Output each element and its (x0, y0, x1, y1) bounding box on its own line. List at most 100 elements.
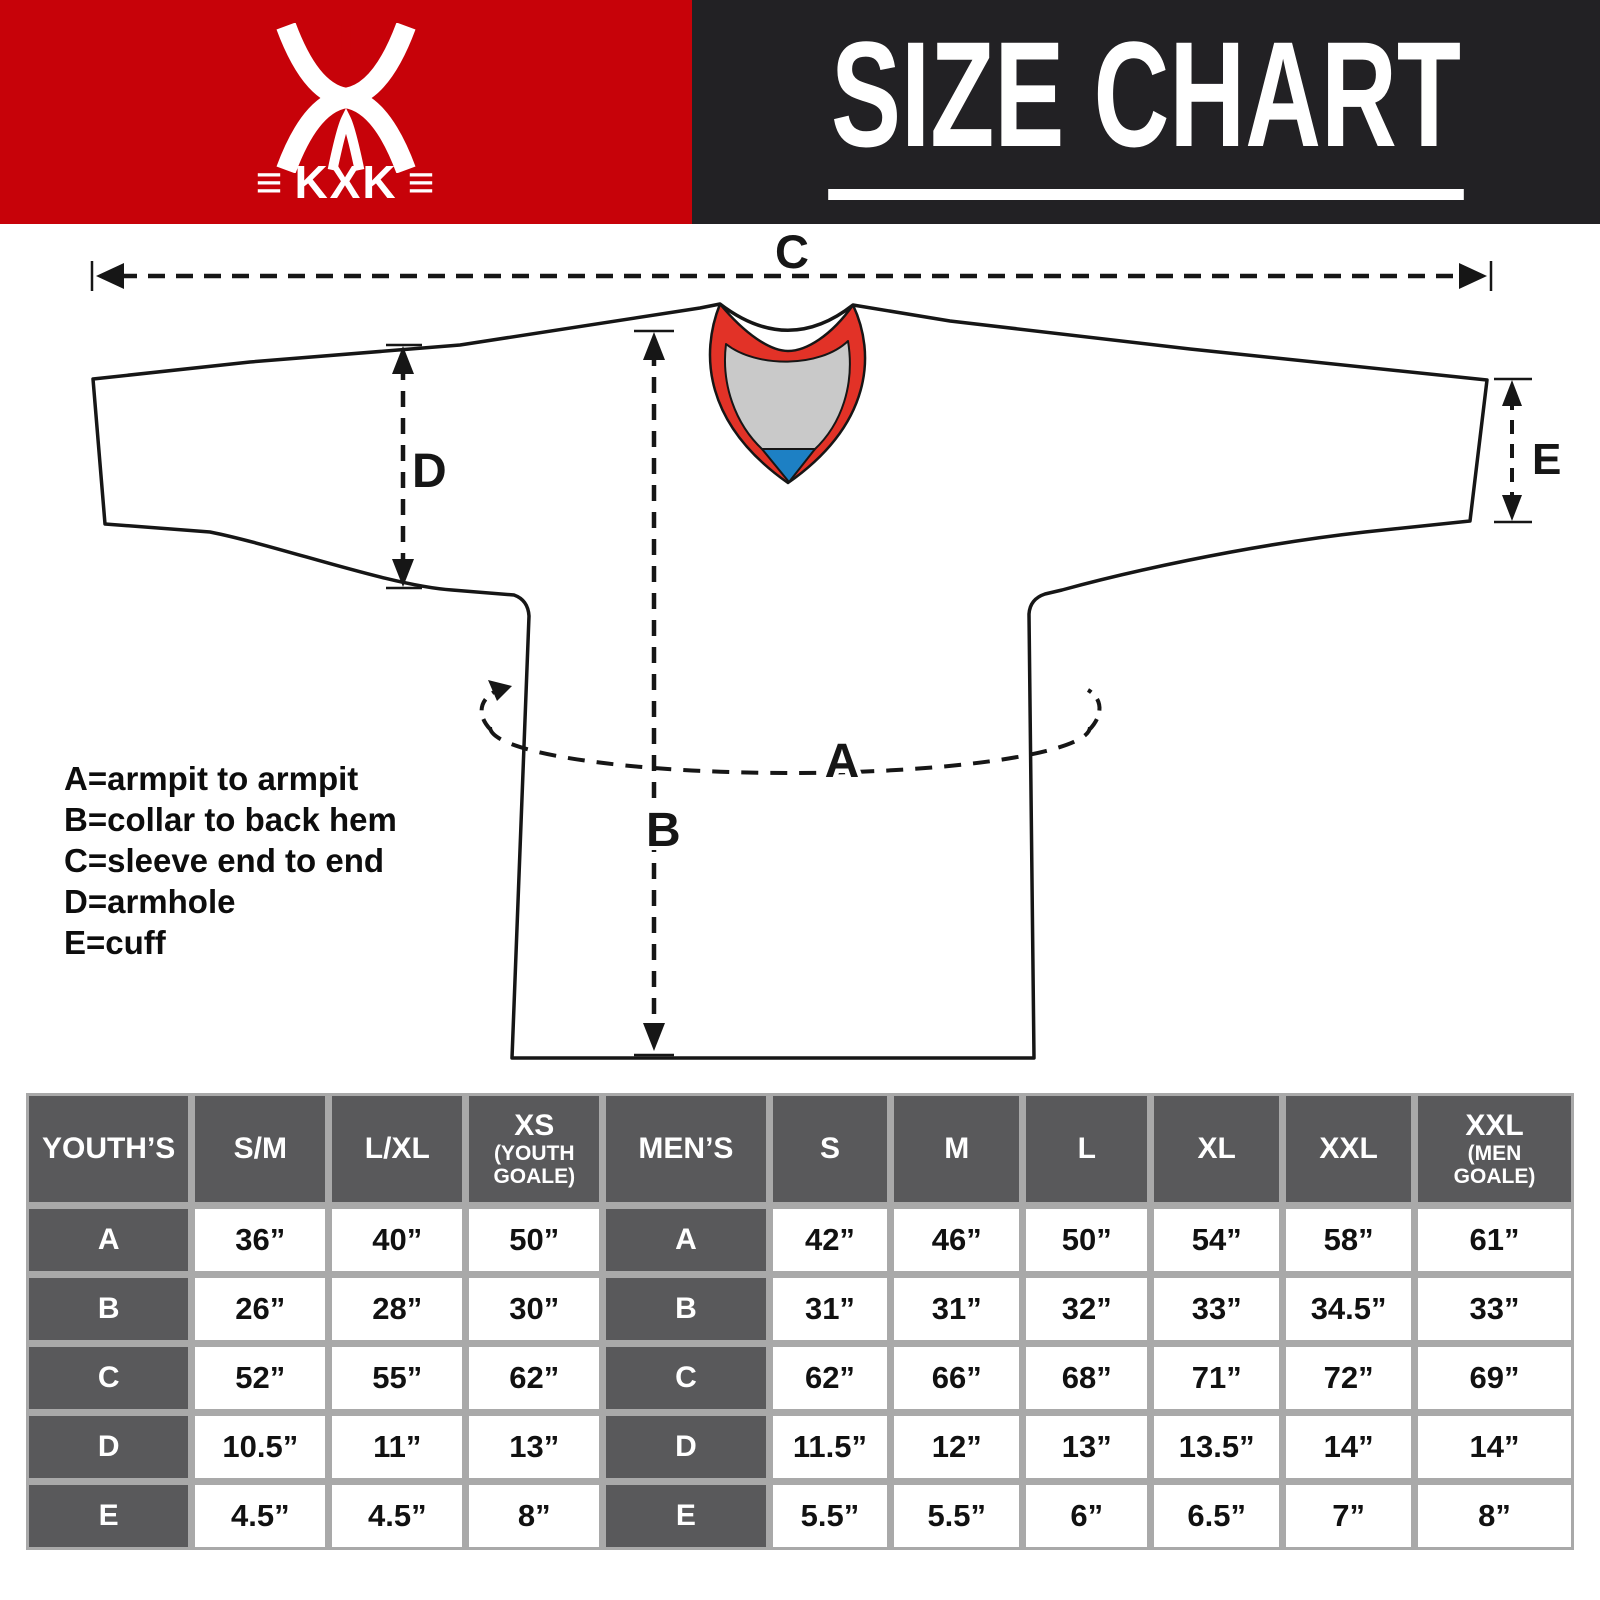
youth-c-xs: 62” (469, 1347, 600, 1409)
men-c-xxl: 72” (1286, 1347, 1412, 1409)
row-label-youth-a: A (29, 1209, 189, 1271)
youth-d-lxl: 11” (332, 1416, 463, 1478)
col-header-sm: S/M (195, 1096, 326, 1202)
men-b-l: 32” (1026, 1278, 1148, 1340)
jersey-diagram-svg: C D B E A (90, 225, 1561, 1060)
men-a-l: 50” (1026, 1209, 1148, 1271)
men-e-s: 5.5” (772, 1485, 888, 1547)
brand-logo: ≡ KXK ≡ (256, 23, 437, 205)
col-header-youths: YOUTH’S (29, 1096, 189, 1202)
men-e-xl: 6.5” (1154, 1485, 1280, 1547)
kxk-emblem-icon (276, 23, 416, 173)
page-title: SIZE CHART (828, 19, 1464, 200)
measure-d-arrow-down (392, 559, 414, 587)
measure-e-arrow-down (1502, 495, 1522, 521)
men-d-xxlgoale: 14” (1418, 1416, 1571, 1478)
youth-a-sm: 36” (195, 1209, 326, 1271)
brand-panel: ≡ KXK ≡ (0, 0, 692, 224)
measure-a-label: A (825, 735, 860, 788)
men-b-xl: 33” (1154, 1278, 1280, 1340)
measure-c-arrow-left (96, 263, 124, 289)
youth-d-sm: 10.5” (195, 1416, 326, 1478)
row-label-youth-c: C (29, 1347, 189, 1409)
men-d-xxl: 14” (1286, 1416, 1412, 1478)
men-d-xl: 13.5” (1154, 1416, 1280, 1478)
col-header-xs-main: XS (514, 1108, 555, 1142)
measure-d-arrow-up (392, 346, 414, 374)
measure-b-arrow-down (643, 1023, 665, 1051)
legend-line-e: E=cuff (64, 924, 166, 961)
youth-b-xs: 30” (469, 1278, 600, 1340)
measure-legend: A=armpit to armpit B=collar to back hem … (64, 758, 397, 963)
youth-b-lxl: 28” (332, 1278, 463, 1340)
col-header-mens: MEN’S (606, 1096, 766, 1202)
col-header-xl: XL (1154, 1096, 1280, 1202)
measure-e-arrow-up (1502, 380, 1522, 406)
jersey-measurement-diagram: C D B E A (0, 224, 1600, 1093)
row-label-men-a: A (606, 1209, 766, 1271)
men-d-l: 13” (1026, 1416, 1148, 1478)
youth-e-xs: 8” (469, 1485, 600, 1547)
men-b-xxl: 34.5” (1286, 1278, 1412, 1340)
youth-e-sm: 4.5” (195, 1485, 326, 1547)
men-b-s: 31” (772, 1278, 888, 1340)
men-d-s: 11.5” (772, 1416, 888, 1478)
measure-a-arrowhead (488, 680, 512, 701)
row-label-youth-d: D (29, 1416, 189, 1478)
measure-a-arc (488, 726, 1092, 775)
size-table: YOUTH’S S/M L/XL XS (YOUTH GOALE) MEN’S … (26, 1093, 1574, 1550)
row-label-youth-b: B (29, 1278, 189, 1340)
men-b-m: 31” (894, 1278, 1020, 1340)
logo-bars-left-icon: ≡ (255, 156, 285, 208)
men-e-m: 5.5” (894, 1485, 1020, 1547)
youth-a-xs: 50” (469, 1209, 600, 1271)
men-a-xxl: 58” (1286, 1209, 1412, 1271)
logo-text-row: ≡ KXK ≡ (256, 159, 437, 205)
measure-d-label: D (412, 445, 447, 498)
collar-blue-insert (759, 448, 818, 484)
men-b-xxlgoale: 33” (1418, 1278, 1571, 1340)
legend-line-b: B=collar to back hem (64, 801, 397, 838)
legend-line-c: C=sleeve end to end (64, 842, 385, 879)
row-label-youth-e: E (29, 1485, 189, 1547)
men-e-xxl: 7” (1286, 1485, 1412, 1547)
legend-line-a: A=armpit to armpit (64, 760, 359, 797)
row-label-men-c: C (606, 1347, 766, 1409)
title-panel: SIZE CHART (692, 0, 1600, 224)
row-label-men-d: D (606, 1416, 766, 1478)
youth-a-lxl: 40” (332, 1209, 463, 1271)
youth-c-lxl: 55” (332, 1347, 463, 1409)
men-d-m: 12” (894, 1416, 1020, 1478)
men-a-xl: 54” (1154, 1209, 1280, 1271)
men-e-l: 6” (1026, 1485, 1148, 1547)
measure-c-arrow-right (1459, 263, 1487, 289)
col-header-s: S (772, 1096, 888, 1202)
measure-a-right-curl (1086, 688, 1102, 731)
men-a-s: 42” (772, 1209, 888, 1271)
col-header-xxl-men-main: XXL (1465, 1108, 1524, 1142)
col-header-xs-youth-goale: XS (YOUTH GOALE) (469, 1096, 600, 1202)
youth-d-xs: 13” (469, 1416, 600, 1478)
row-label-men-e: E (606, 1485, 766, 1547)
logo-text: KXK (294, 156, 398, 208)
youth-b-sm: 26” (195, 1278, 326, 1340)
men-c-l: 68” (1026, 1347, 1148, 1409)
measure-b-arrow-up (643, 332, 665, 360)
top-banner: ≡ KXK ≡ SIZE CHART (0, 0, 1600, 224)
logo-bars-right-icon: ≡ (407, 156, 437, 208)
men-c-xl: 71” (1154, 1347, 1280, 1409)
legend-line-d: D=armhole (64, 883, 236, 920)
col-header-lxl: L/XL (332, 1096, 463, 1202)
youth-c-sm: 52” (195, 1347, 326, 1409)
men-c-s: 62” (772, 1347, 888, 1409)
men-a-xxlgoale: 61” (1418, 1209, 1571, 1271)
measure-b-label: B (646, 804, 681, 857)
row-label-men-b: B (606, 1278, 766, 1340)
men-e-xxlgoale: 8” (1418, 1485, 1571, 1547)
col-header-xxl: XXL (1286, 1096, 1412, 1202)
collar-inner-gray (724, 340, 851, 451)
men-a-m: 46” (894, 1209, 1020, 1271)
men-c-m: 66” (894, 1347, 1020, 1409)
col-header-m: M (894, 1096, 1020, 1202)
